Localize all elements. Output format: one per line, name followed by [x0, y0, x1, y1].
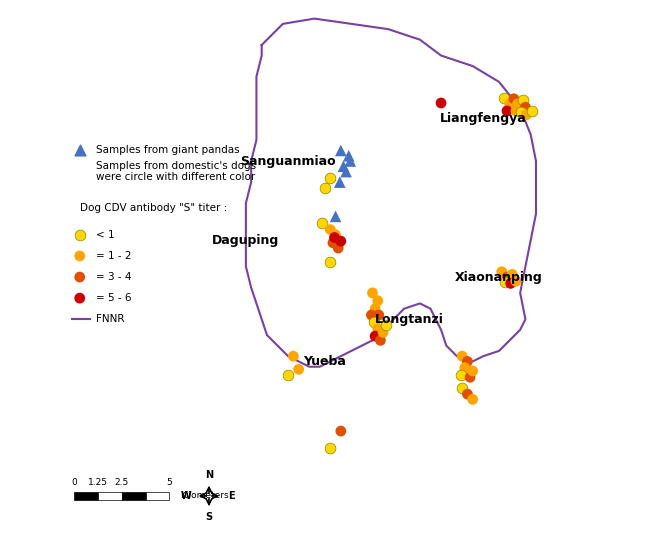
Point — [462, 357, 473, 366]
Text: N: N — [205, 470, 213, 480]
Point — [335, 237, 346, 246]
Point — [456, 370, 466, 379]
Text: = 1 - 2: = 1 - 2 — [96, 251, 131, 261]
Point — [462, 390, 473, 398]
Point — [500, 278, 511, 287]
Point — [320, 184, 330, 193]
Text: = 3 - 4: = 3 - 4 — [96, 272, 131, 282]
Point — [521, 110, 532, 119]
Point — [325, 225, 335, 234]
Text: E: E — [228, 491, 235, 501]
Point — [499, 93, 510, 102]
Point — [511, 107, 521, 115]
Point — [369, 318, 379, 326]
Point — [288, 352, 298, 360]
Point — [75, 146, 85, 155]
Point — [375, 336, 385, 345]
Point — [512, 100, 523, 108]
Point — [467, 367, 478, 375]
Point — [333, 244, 343, 252]
Bar — [75, 492, 98, 500]
Text: Liangfengya: Liangfengya — [440, 112, 526, 125]
Text: Samples from domestic's dogs
were circle with different color: Samples from domestic's dogs were circle… — [96, 161, 255, 182]
Point — [370, 304, 380, 313]
Point — [335, 146, 346, 155]
Point — [75, 252, 85, 260]
Text: 5: 5 — [166, 479, 172, 488]
Text: 2.5: 2.5 — [115, 479, 129, 488]
Point — [338, 162, 348, 171]
Point — [325, 258, 335, 266]
Point — [341, 167, 351, 176]
Point — [75, 273, 85, 281]
Point — [325, 174, 335, 182]
Point — [378, 328, 388, 337]
Point — [504, 100, 515, 108]
Bar — [146, 492, 170, 500]
Point — [502, 107, 512, 115]
Point — [517, 96, 528, 104]
Point — [344, 151, 354, 160]
Point — [509, 94, 519, 103]
Point — [457, 352, 467, 360]
Point — [497, 268, 507, 276]
Point — [526, 107, 537, 115]
Text: = 5 - 6: = 5 - 6 — [96, 293, 131, 303]
Point — [345, 157, 356, 165]
Text: W: W — [181, 491, 192, 501]
Point — [465, 373, 475, 382]
Point — [506, 279, 516, 288]
Point — [325, 444, 335, 453]
Text: Xiaonanping: Xiaonanping — [455, 271, 543, 284]
Point — [335, 427, 346, 435]
Text: S: S — [205, 512, 213, 522]
Point — [75, 231, 85, 239]
Point — [374, 311, 384, 319]
Text: Samples from giant pandas: Samples from giant pandas — [96, 146, 239, 156]
Bar — [122, 492, 146, 500]
Point — [372, 325, 383, 333]
Point — [502, 273, 512, 281]
Point — [335, 178, 345, 187]
Text: FNNR: FNNR — [96, 314, 124, 324]
Point — [372, 296, 383, 305]
Text: Kilometers: Kilometers — [180, 491, 229, 500]
Point — [467, 395, 478, 403]
Point — [75, 294, 85, 302]
Point — [293, 365, 304, 374]
Point — [516, 108, 526, 117]
Point — [330, 212, 341, 221]
Point — [370, 332, 380, 341]
Point — [511, 277, 521, 286]
Text: Longtanzi: Longtanzi — [375, 313, 444, 326]
Point — [283, 370, 293, 379]
Point — [380, 320, 391, 329]
Text: 0: 0 — [72, 479, 77, 488]
Text: Dog CDV antibody "S" titer :: Dog CDV antibody "S" titer : — [80, 204, 227, 214]
Text: Daguping: Daguping — [213, 233, 280, 247]
Point — [317, 219, 328, 228]
Text: Sanguanmiao: Sanguanmiao — [240, 155, 336, 167]
Point — [328, 238, 338, 247]
Point — [460, 364, 470, 372]
Point — [366, 311, 376, 319]
Text: < 1: < 1 — [96, 230, 114, 240]
Point — [436, 99, 447, 107]
Bar — [98, 492, 122, 500]
Point — [520, 103, 530, 111]
Text: 1.25: 1.25 — [88, 479, 108, 488]
Point — [330, 231, 341, 239]
Point — [507, 270, 517, 279]
Point — [367, 288, 378, 297]
Point — [330, 233, 340, 242]
Point — [457, 384, 467, 392]
Text: Yueba: Yueba — [304, 355, 346, 368]
